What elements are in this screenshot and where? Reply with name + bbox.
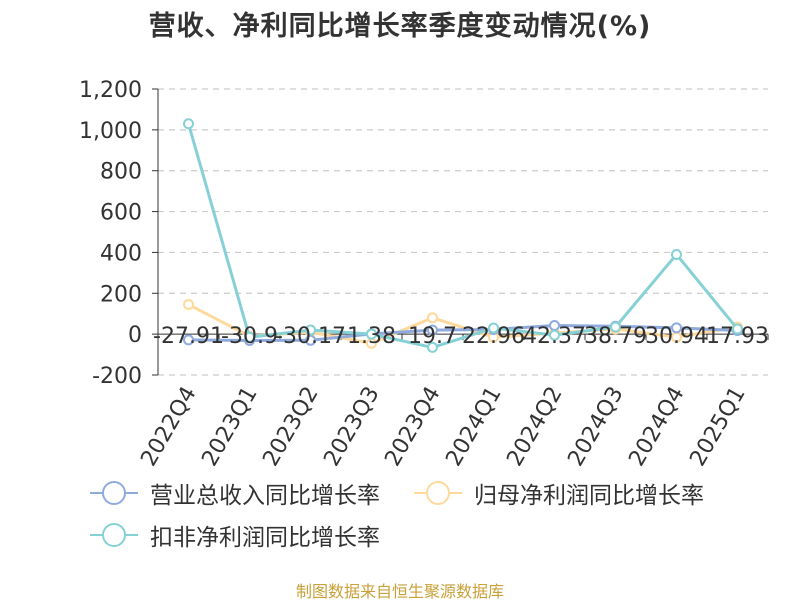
data-point [671,322,682,334]
legend-line-circle-icon [414,481,462,505]
data-label: -30.17 [275,324,346,349]
data-point [427,324,438,336]
data-point [183,299,194,311]
x-tick-label: 2023Q4 [380,383,445,471]
grid-lines [158,88,768,376]
data-point [366,328,377,340]
series-line [188,323,738,342]
legend-label-net-profit: 归母净利润同比增长率 [474,483,704,509]
data-label: -27.91 [153,324,224,349]
data-label: -30.9 [221,324,278,349]
y-tick-label: 800 [100,160,142,185]
data-point [427,312,438,324]
x-tick-label: 2024Q1 [441,383,506,471]
y-tick-label: 1,000 [79,119,142,144]
data-label: 17.93 [706,324,769,349]
data-source-note: 制图数据来自恒生聚源数据库 [295,582,504,601]
series-line [187,123,739,349]
data-point [488,322,499,334]
x-tick-label: 2022Q4 [136,383,201,471]
data-point [427,341,438,353]
legend-item-deducted[interactable]: 扣非净利润同比增长率 [90,520,380,551]
legend-item-net-profit[interactable]: 归母净利润同比增长率 [414,478,704,509]
x-tick-label: 2024Q3 [563,383,628,471]
chart-title: 营收、净利同比增长率季度变动情况(%) [148,11,652,42]
data-point [305,324,316,336]
data-label: 19.7 [408,324,457,349]
data-label: 22.96 [462,324,525,349]
data-point [183,334,194,346]
data-point [305,334,316,346]
x-tick-label: 2025Q1 [685,383,750,471]
data-point [244,331,255,343]
y-tick-label: 400 [100,241,142,266]
data-labels: -27.91-30.9-30.17 1.38 19.7 22.9642.3738.79… [153,324,769,349]
data-label: 30.94 [645,324,708,349]
x-tick-label: 2023Q1 [197,383,262,471]
data-label: 38.79 [584,324,647,349]
legend-line-circle-icon [90,481,138,505]
data-point [610,321,621,333]
y-tick-label: -200 [92,364,142,389]
y-tick-label: 200 [100,282,142,307]
legend-line-circle-icon [90,523,138,547]
x-tick-labels: 2022Q42023Q12023Q22023Q32023Q42024Q12024… [136,383,750,471]
series-lines [183,118,743,353]
data-point [732,323,743,335]
data-point [183,118,194,130]
legend-label-deducted: 扣非净利润同比增长率 [150,525,380,551]
y-tick-label: 1,200 [79,78,142,103]
data-label: 42.37 [523,324,586,349]
y-tick-labels: -200 0 200 400 600 800 1,000 1,200 [79,78,142,389]
data-label: 1.38 [347,324,396,349]
x-tick-label: 2023Q3 [319,383,384,471]
data-point [549,329,560,341]
legend-item-revenue[interactable]: 营业总收入同比增长率 [90,478,380,509]
y-tick-label: 600 [100,201,142,226]
data-point [671,248,682,260]
x-tick-label: 2024Q4 [624,383,689,471]
legend-label-revenue: 营业总收入同比增长率 [150,483,380,509]
y-tick-label: 0 [128,323,142,348]
x-tick-label: 2024Q2 [502,383,567,471]
x-tick-label: 2023Q2 [258,383,323,471]
